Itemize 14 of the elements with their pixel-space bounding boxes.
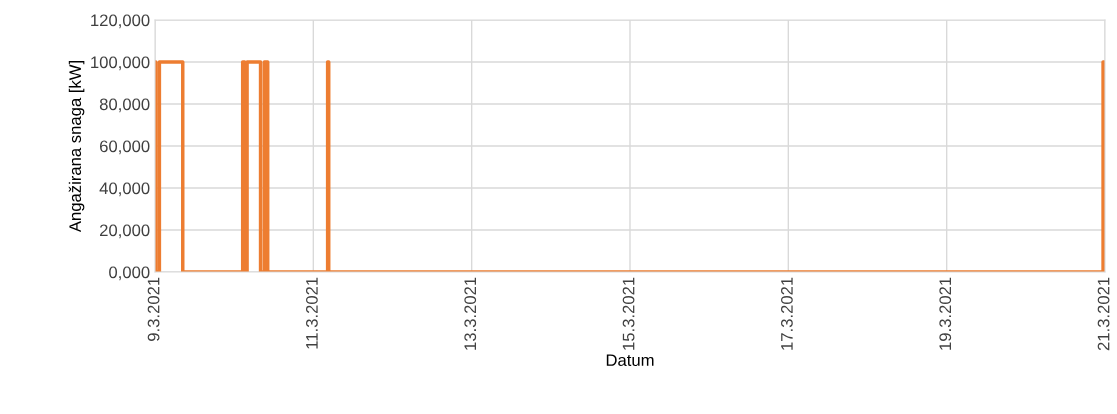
x-tick-label: 21.3.2021 [1097,277,1110,351]
x-tick-label: 19.3.2021 [939,277,952,350]
y-axis-title: Angažirana snaga [kW] [68,61,85,233]
y-tick-label: 80,000 [99,98,150,113]
y-tick-label: 60,000 [100,140,150,155]
x-axis-title: Datum [606,354,654,367]
x-tick-label: 13.3.2021 [464,277,477,350]
y-tick-label: 40,000 [99,182,150,197]
y-tick-label: 20,000 [100,224,150,239]
y-tick-label: 100,000 [91,56,150,71]
x-tick-label: 17.3.2021 [781,277,793,350]
y-tick-label: 120,000 [91,14,150,29]
x-tick-label: 11.3.2021 [306,277,318,349]
x-tick-label: 15.3.2021 [622,277,635,350]
